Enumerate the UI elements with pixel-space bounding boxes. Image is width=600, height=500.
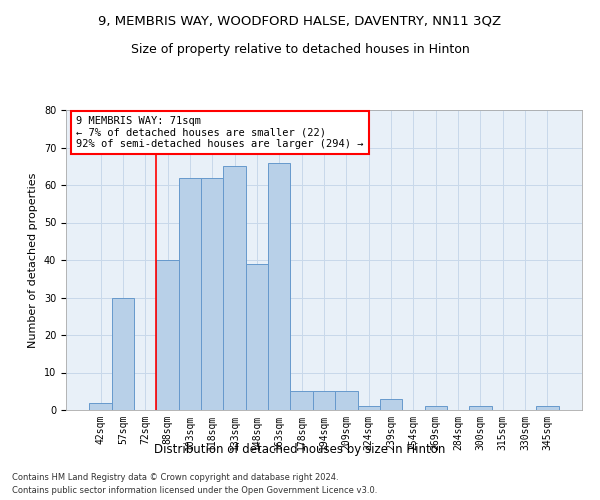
- Bar: [290, 391, 313, 410]
- Bar: [223, 166, 246, 410]
- Bar: [112, 298, 134, 410]
- Text: Distribution of detached houses by size in Hinton: Distribution of detached houses by size …: [154, 442, 446, 456]
- Y-axis label: Number of detached properties: Number of detached properties: [28, 172, 38, 348]
- Bar: [425, 406, 447, 410]
- Bar: [380, 399, 402, 410]
- Text: 9, MEMBRIS WAY, WOODFORD HALSE, DAVENTRY, NN11 3QZ: 9, MEMBRIS WAY, WOODFORD HALSE, DAVENTRY…: [98, 15, 502, 28]
- Bar: [335, 391, 358, 410]
- Bar: [89, 402, 112, 410]
- Bar: [313, 391, 335, 410]
- Bar: [469, 406, 491, 410]
- Bar: [179, 178, 201, 410]
- Bar: [536, 406, 559, 410]
- Bar: [157, 260, 179, 410]
- Bar: [201, 178, 223, 410]
- Bar: [358, 406, 380, 410]
- Text: Contains public sector information licensed under the Open Government Licence v3: Contains public sector information licen…: [12, 486, 377, 495]
- Text: Size of property relative to detached houses in Hinton: Size of property relative to detached ho…: [131, 42, 469, 56]
- Bar: [246, 264, 268, 410]
- Bar: [268, 162, 290, 410]
- Text: 9 MEMBRIS WAY: 71sqm
← 7% of detached houses are smaller (22)
92% of semi-detach: 9 MEMBRIS WAY: 71sqm ← 7% of detached ho…: [76, 116, 364, 149]
- Text: Contains HM Land Registry data © Crown copyright and database right 2024.: Contains HM Land Registry data © Crown c…: [12, 472, 338, 482]
